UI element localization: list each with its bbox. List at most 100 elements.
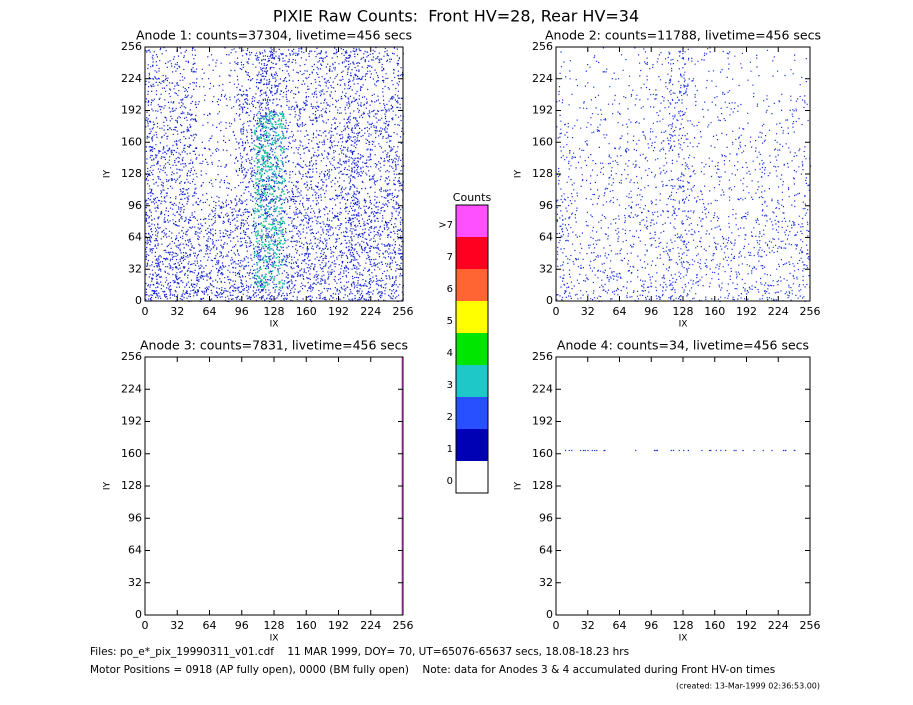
x-tick-label: 224 (360, 305, 381, 318)
x-tick-label: 0 (553, 305, 560, 318)
footer-files: Files: po_e*_pix_19990311_v01.cdf 11 MAR… (90, 646, 629, 658)
y-tick-label: 160 (532, 447, 553, 460)
plot-frame (555, 46, 811, 302)
x-tick-label: 128 (264, 305, 285, 318)
colorbar-label: 7 (447, 252, 453, 263)
y-tick-label: 0 (546, 294, 553, 307)
colorbar-cell (456, 237, 488, 269)
colorbar-label: 3 (447, 380, 453, 391)
colorbar-cell (456, 461, 488, 493)
colorbar-label: 4 (447, 348, 453, 359)
y-tick-label: 96 (128, 199, 142, 212)
x-axis-label: IX (270, 320, 279, 330)
y-tick-label: 64 (128, 544, 142, 557)
y-tick-label: 32 (128, 262, 142, 275)
x-axis-label: IX (270, 634, 279, 644)
y-tick-label: 192 (121, 415, 142, 428)
y-tick-label: 192 (532, 104, 553, 117)
x-tick-label: 160 (704, 305, 725, 318)
y-tick-label: 256 (121, 40, 142, 53)
x-tick-label: 160 (296, 305, 317, 318)
y-tick-label: 224 (121, 72, 142, 85)
panel-title: Anode 2: counts=11788, livetime=456 secs (545, 28, 821, 43)
x-tick-label: 0 (142, 305, 149, 318)
plot-frame (144, 356, 404, 616)
x-tick-label: 0 (142, 619, 149, 632)
y-tick-label: 256 (532, 350, 553, 363)
y-tick-label: 192 (532, 415, 553, 428)
x-tick-label: 224 (768, 305, 789, 318)
plot-frame (555, 356, 811, 616)
colorbar-cell (456, 301, 488, 333)
y-tick-label: 0 (135, 608, 142, 621)
colorbar-cell (456, 269, 488, 301)
y-tick-label: 128 (121, 167, 142, 180)
x-tick-label: 64 (203, 619, 217, 632)
y-tick-label: 32 (539, 576, 553, 589)
x-tick-label: 128 (264, 619, 285, 632)
panel-title: Anode 4: counts=34, livetime=456 secs (557, 338, 809, 353)
y-tick-label: 160 (121, 135, 142, 148)
x-tick-label: 192 (736, 619, 757, 632)
x-tick-label: 224 (768, 619, 789, 632)
panel-title: Anode 1: counts=37304, livetime=456 secs (136, 28, 412, 43)
x-tick-label: 64 (613, 619, 627, 632)
y-tick-label: 64 (128, 231, 142, 244)
x-tick-label: 32 (581, 619, 595, 632)
main-title: PIXIE Raw Counts: Front HV=28, Rear HV=3… (273, 7, 639, 26)
y-axis-label: IY (514, 481, 524, 490)
colorbar-label: 6 (447, 284, 453, 295)
x-tick-label: 96 (235, 619, 249, 632)
x-tick-label: 32 (170, 305, 184, 318)
y-tick-label: 96 (128, 511, 142, 524)
x-tick-label: 192 (328, 305, 349, 318)
colorbar-cell (456, 205, 488, 237)
y-tick-label: 224 (121, 382, 142, 395)
x-tick-label: 128 (673, 305, 694, 318)
x-tick-label: 192 (328, 619, 349, 632)
y-axis-label: IY (103, 169, 113, 178)
x-tick-label: 96 (235, 305, 249, 318)
x-axis-label: IX (679, 320, 688, 330)
colorbar-cell (456, 333, 488, 365)
x-tick-label: 0 (553, 619, 560, 632)
x-tick-label: 256 (800, 305, 821, 318)
y-tick-label: 128 (121, 479, 142, 492)
y-tick-label: 128 (532, 479, 553, 492)
colorbar-label: 2 (447, 412, 453, 423)
x-tick-label: 96 (644, 305, 658, 318)
x-tick-label: 32 (170, 619, 184, 632)
x-tick-label: 192 (736, 305, 757, 318)
y-axis-label: IY (103, 481, 113, 490)
y-tick-label: 96 (539, 511, 553, 524)
y-tick-label: 224 (532, 382, 553, 395)
x-tick-label: 128 (673, 619, 694, 632)
colorbar-label: 5 (447, 316, 453, 327)
colorbar-title: Counts (453, 191, 492, 204)
x-tick-label: 96 (644, 619, 658, 632)
pixel-image (565, 449, 796, 452)
y-tick-label: 64 (539, 544, 553, 557)
y-tick-label: 96 (539, 199, 553, 212)
footer-motor: Motor Positions = 0918 (AP fully open), … (90, 664, 775, 676)
colorbar-label: >7 (438, 220, 453, 231)
x-tick-label: 256 (393, 619, 414, 632)
footer-created: (created: 13-Mar-1999 02:36:53.00) (676, 682, 820, 691)
pixel-image (253, 111, 286, 289)
x-tick-label: 256 (800, 619, 821, 632)
x-tick-label: 32 (581, 305, 595, 318)
y-tick-label: 256 (532, 40, 553, 53)
y-tick-label: 192 (121, 104, 142, 117)
y-axis-label: IY (514, 169, 524, 178)
colorbar-label: 1 (447, 444, 453, 455)
colorbar-cell (456, 397, 488, 429)
y-tick-label: 64 (539, 231, 553, 244)
panel-title: Anode 3: counts=7831, livetime=456 secs (140, 338, 408, 353)
x-tick-label: 160 (296, 619, 317, 632)
y-tick-label: 32 (539, 262, 553, 275)
pixel-image (556, 47, 812, 303)
colorbar-cell (456, 365, 488, 397)
x-tick-label: 64 (203, 305, 217, 318)
x-axis-label: IX (679, 634, 688, 644)
x-tick-label: 64 (613, 305, 627, 318)
